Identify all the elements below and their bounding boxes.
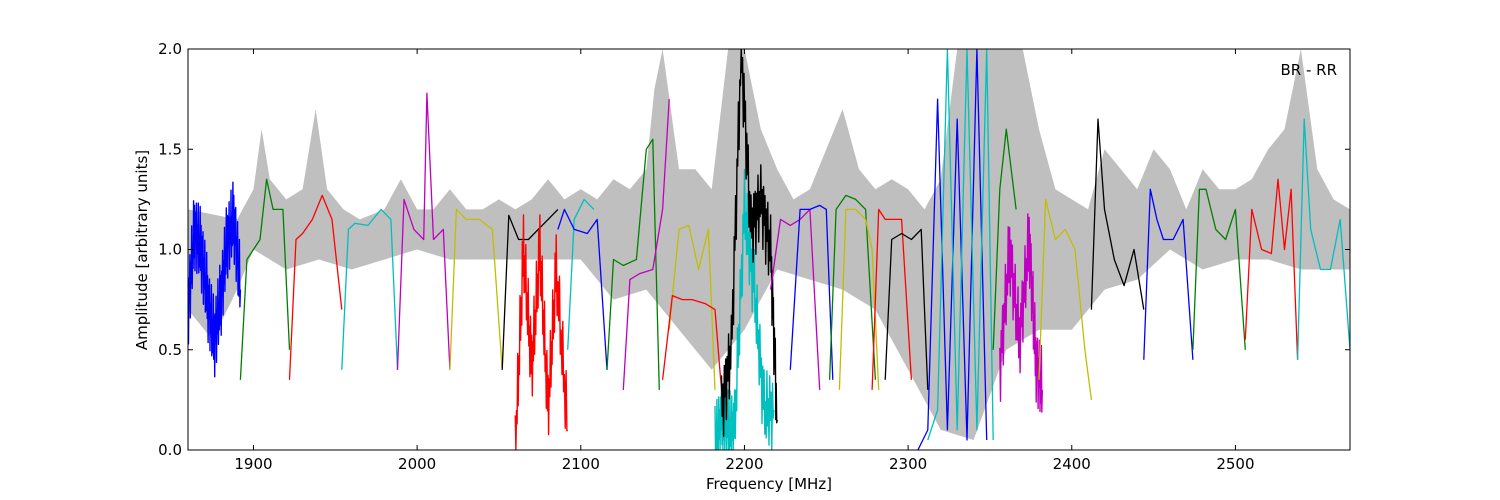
x-tick-label: 2500: [1216, 455, 1254, 473]
x-tick-label: 1900: [234, 455, 272, 473]
y-tick-label: 0.0: [158, 441, 182, 459]
series-line-9: [567, 198, 595, 350]
series-line-22: [884, 228, 929, 390]
series-line-28: [1090, 118, 1145, 310]
x-axis-label: Frequency [MHz]: [706, 475, 832, 493]
series-line-15: [714, 168, 775, 450]
y-tick-label: 1.5: [158, 140, 182, 158]
x-tick-label: 2200: [725, 455, 763, 473]
x-tick-label: 2000: [398, 455, 436, 473]
series-line-19: [828, 194, 877, 380]
series-line-1: [188, 181, 242, 378]
series-line-2: [239, 178, 291, 380]
series-line-27: [1038, 198, 1093, 400]
series-line-31: [1244, 178, 1299, 360]
series-line-32: [1296, 118, 1350, 360]
series-line-12: [622, 99, 670, 390]
series-line-10: [557, 208, 608, 370]
series-line-6: [449, 208, 503, 370]
series-line-21: [871, 208, 913, 390]
series-line-4: [341, 208, 399, 370]
series-line-5: [396, 92, 451, 370]
series-line-18: [789, 204, 834, 380]
series-line-7: [501, 208, 559, 370]
series-layer: [188, 49, 1350, 450]
series-line-20: [838, 208, 880, 390]
series-line-17: [769, 208, 821, 390]
series-line-8: [514, 214, 569, 450]
y-tick-label: 0.5: [158, 341, 182, 359]
series-line-13: [668, 224, 716, 390]
series-line-30: [1192, 188, 1246, 350]
tick-layer: 1900 2000 2100 2200 2300 2400 2500 0.0 0.5 1.0 1.5…: [158, 40, 1350, 473]
series-line-3: [288, 194, 343, 380]
annotation-label: BR - RR: [1280, 61, 1337, 79]
x-tick-label: 2300: [889, 455, 927, 473]
series-line-11: [606, 138, 660, 390]
y-axis-label: Amplitude [arbitrary units]: [133, 150, 151, 350]
series-line-23: [917, 49, 988, 450]
series-line-29: [1143, 188, 1194, 360]
x-tick-label: 2100: [562, 455, 600, 473]
series-line-14: [661, 294, 723, 390]
y-tick-label: 1.0: [158, 241, 182, 259]
x-tick-label: 2400: [1053, 455, 1091, 473]
series-line-25: [992, 128, 1017, 350]
series-line-26: [999, 213, 1043, 413]
series-line-16: [720, 49, 778, 437]
series-line-24: [927, 49, 994, 441]
y-tick-label: 2.0: [158, 40, 182, 58]
